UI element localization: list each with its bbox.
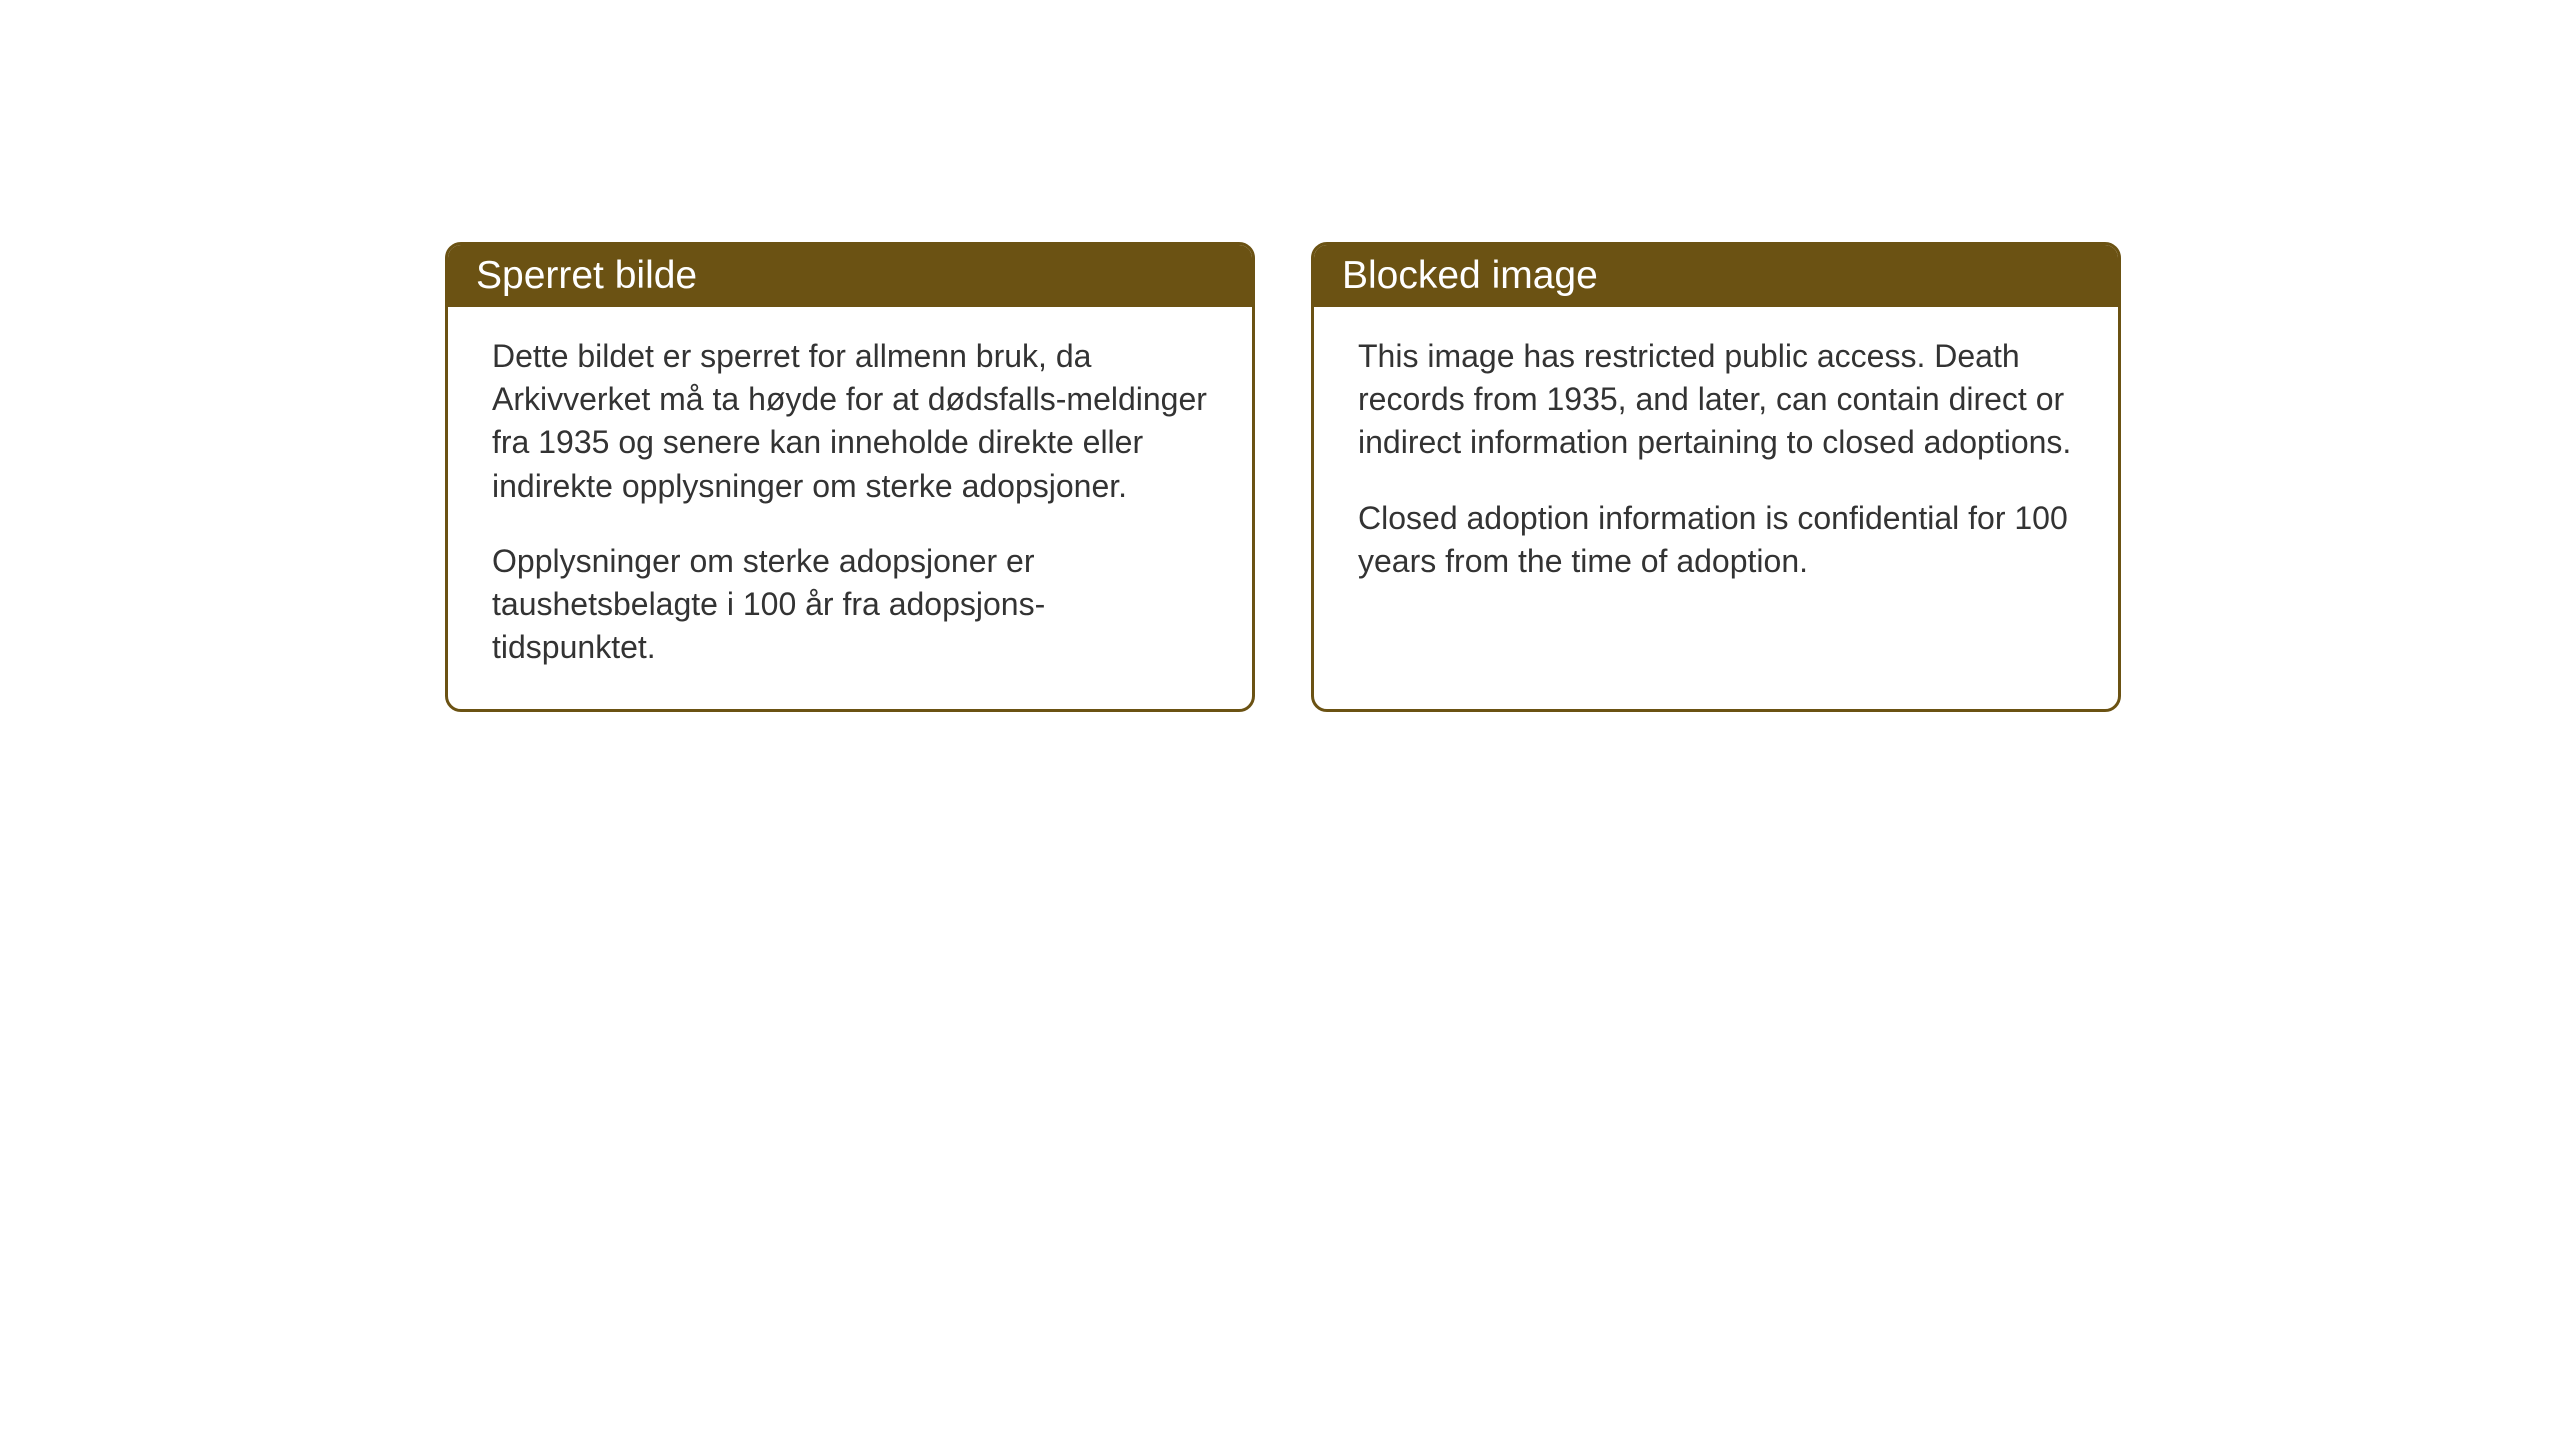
notice-card-norwegian: Sperret bilde Dette bildet er sperret fo… bbox=[445, 242, 1255, 712]
notice-paragraph-2-norwegian: Opplysninger om sterke adopsjoner er tau… bbox=[492, 540, 1208, 670]
notice-paragraph-1-english: This image has restricted public access.… bbox=[1358, 335, 2074, 465]
notice-header-norwegian: Sperret bilde bbox=[448, 245, 1252, 307]
notice-card-english: Blocked image This image has restricted … bbox=[1311, 242, 2121, 712]
notice-title-english: Blocked image bbox=[1342, 254, 1598, 297]
notice-body-norwegian: Dette bildet er sperret for allmenn bruk… bbox=[448, 307, 1252, 709]
notice-title-norwegian: Sperret bilde bbox=[476, 254, 697, 297]
notice-paragraph-2-english: Closed adoption information is confident… bbox=[1358, 497, 2074, 583]
notice-header-english: Blocked image bbox=[1314, 245, 2118, 307]
notice-body-english: This image has restricted public access.… bbox=[1314, 307, 2118, 623]
notice-paragraph-1-norwegian: Dette bildet er sperret for allmenn bruk… bbox=[492, 335, 1208, 508]
notice-container: Sperret bilde Dette bildet er sperret fo… bbox=[445, 242, 2121, 712]
